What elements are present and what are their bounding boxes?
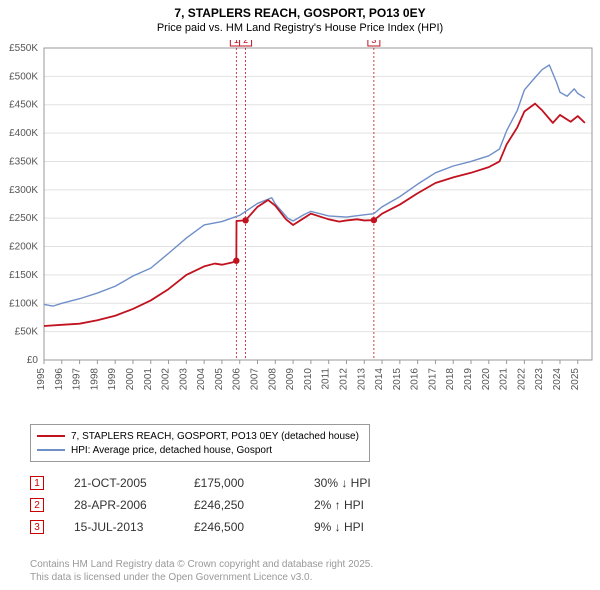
svg-text:2002: 2002 — [161, 368, 172, 391]
event-price: £246,500 — [194, 520, 314, 534]
svg-text:£350K: £350K — [9, 156, 38, 167]
legend-swatch — [37, 449, 65, 451]
svg-text:2001: 2001 — [143, 368, 154, 391]
svg-text:2016: 2016 — [410, 368, 421, 391]
footer-line: Contains HM Land Registry data © Crown c… — [30, 559, 373, 572]
event-table: 1 21-OCT-2005£175,00030% ↓ HPI 2 28-APR-200… — [30, 472, 434, 538]
svg-text:2013: 2013 — [356, 368, 367, 391]
event-row: 2 28-APR-2006£246,2502% ↑ HPI — [30, 494, 434, 516]
event-price: £175,000 — [194, 476, 314, 490]
svg-text:£300K: £300K — [9, 185, 38, 196]
event-delta: 9% ↓ HPI — [314, 520, 434, 534]
legend-row: 7, STAPLERS REACH, GOSPORT, PO13 0EY (de… — [37, 429, 363, 443]
svg-text:2015: 2015 — [392, 368, 403, 391]
line-chart: £0 £50K £100K £150K £200K £250K £300K £350K £400… — [0, 40, 600, 420]
event-marker: 1 — [30, 476, 44, 490]
legend-label: HPI: Average price, detached house, Gosp… — [71, 445, 272, 456]
svg-text:2008: 2008 — [267, 368, 278, 391]
page-subtitle: Price paid vs. HM Land Registry's House … — [0, 22, 600, 38]
legend: 7, STAPLERS REACH, GOSPORT, PO13 0EY (de… — [30, 424, 370, 462]
svg-text:2023: 2023 — [534, 368, 545, 391]
svg-text:2025: 2025 — [570, 368, 581, 391]
svg-text:£250K: £250K — [9, 213, 38, 224]
svg-text:2003: 2003 — [178, 368, 189, 391]
svg-text:£150K: £150K — [9, 270, 38, 281]
svg-text:2010: 2010 — [303, 368, 314, 391]
event-date: 28-APR-2006 — [74, 498, 194, 512]
legend-swatch — [37, 435, 65, 438]
svg-text:£550K: £550K — [9, 43, 38, 54]
svg-text:2004: 2004 — [196, 368, 207, 391]
event-date: 15-JUL-2013 — [74, 520, 194, 534]
svg-text:£0: £0 — [27, 355, 39, 366]
event-marker: 2 — [30, 498, 44, 512]
chart-area: £0 £50K £100K £150K £200K £250K £300K £350K £400… — [0, 40, 600, 420]
chart-container: 7, STAPLERS REACH, GOSPORT, PO13 0EY Pri… — [0, 0, 600, 590]
svg-text:2009: 2009 — [285, 368, 296, 391]
svg-text:2000: 2000 — [125, 368, 136, 391]
svg-text:1995: 1995 — [36, 368, 47, 391]
svg-text:2012: 2012 — [338, 368, 349, 391]
svg-text:2021: 2021 — [499, 368, 510, 391]
event-price: £246,250 — [194, 498, 314, 512]
event-date: 21-OCT-2005 — [74, 476, 194, 490]
svg-text:£50K: £50K — [15, 327, 39, 338]
svg-text:3: 3 — [371, 40, 376, 45]
svg-text:1: 1 — [234, 40, 239, 45]
event-row: 1 21-OCT-2005£175,00030% ↓ HPI — [30, 472, 434, 494]
footer-attribution: Contains HM Land Registry data © Crown c… — [30, 559, 373, 584]
event-delta: 30% ↓ HPI — [314, 476, 434, 490]
event-delta: 2% ↑ HPI — [314, 498, 434, 512]
svg-text:2017: 2017 — [427, 368, 438, 391]
svg-text:£400K: £400K — [9, 128, 38, 139]
svg-text:£200K: £200K — [9, 242, 38, 253]
svg-text:1997: 1997 — [72, 368, 83, 391]
svg-text:2020: 2020 — [481, 368, 492, 391]
svg-text:2006: 2006 — [232, 368, 243, 391]
svg-text:£450K: £450K — [9, 100, 38, 111]
svg-text:2019: 2019 — [463, 368, 474, 391]
svg-text:2011: 2011 — [321, 368, 332, 390]
svg-text:£500K: £500K — [9, 71, 38, 82]
svg-text:1999: 1999 — [107, 368, 118, 391]
svg-text:2007: 2007 — [250, 368, 261, 391]
footer-line: This data is licensed under the Open Gov… — [30, 572, 373, 585]
svg-text:2014: 2014 — [374, 368, 385, 391]
svg-text:2022: 2022 — [516, 368, 527, 391]
svg-text:1998: 1998 — [89, 368, 100, 391]
event-marker: 3 — [30, 520, 44, 534]
event-row: 3 15-JUL-2013£246,5009% ↓ HPI — [30, 516, 434, 538]
svg-text:2: 2 — [243, 40, 248, 45]
page-title: 7, STAPLERS REACH, GOSPORT, PO13 0EY — [0, 0, 600, 22]
legend-row: HPI: Average price, detached house, Gosp… — [37, 443, 363, 457]
svg-text:2018: 2018 — [445, 368, 456, 391]
svg-text:£100K: £100K — [9, 298, 38, 309]
svg-text:1996: 1996 — [54, 368, 65, 391]
svg-text:2005: 2005 — [214, 368, 225, 391]
legend-label: 7, STAPLERS REACH, GOSPORT, PO13 0EY (de… — [71, 431, 359, 442]
svg-text:2024: 2024 — [552, 368, 563, 391]
